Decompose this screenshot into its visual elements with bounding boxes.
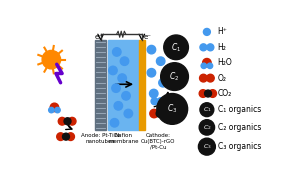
Text: Cathode:
Cu(BTC)-rGO
/Pt-Cu: Cathode: Cu(BTC)-rGO /Pt-Cu xyxy=(141,133,176,149)
Text: $C_3$: $C_3$ xyxy=(167,103,177,115)
Circle shape xyxy=(63,133,69,140)
Circle shape xyxy=(209,90,216,97)
Bar xyxy=(139,40,145,130)
Text: $C_2$: $C_2$ xyxy=(169,70,180,83)
Bar xyxy=(95,40,106,130)
Circle shape xyxy=(150,89,158,98)
Circle shape xyxy=(199,120,215,135)
Text: $C_2$: $C_2$ xyxy=(203,123,211,132)
Circle shape xyxy=(42,50,61,69)
Circle shape xyxy=(203,29,210,35)
Circle shape xyxy=(200,44,207,51)
Circle shape xyxy=(207,63,213,68)
Circle shape xyxy=(68,117,76,125)
Circle shape xyxy=(206,74,214,82)
Circle shape xyxy=(203,58,211,67)
Circle shape xyxy=(161,109,169,118)
Circle shape xyxy=(205,90,211,97)
Text: $C_1$: $C_1$ xyxy=(203,105,211,114)
Text: C₁ organics: C₁ organics xyxy=(218,105,261,114)
Text: C₂ organics: C₂ organics xyxy=(218,123,261,132)
Circle shape xyxy=(110,119,119,127)
Text: e⁻: e⁻ xyxy=(143,34,151,40)
Circle shape xyxy=(157,94,188,124)
Circle shape xyxy=(118,74,126,82)
Circle shape xyxy=(201,63,206,68)
Circle shape xyxy=(198,138,215,155)
Circle shape xyxy=(151,98,158,105)
Circle shape xyxy=(112,84,120,92)
Bar xyxy=(108,40,139,130)
Circle shape xyxy=(200,74,207,82)
Text: O₂: O₂ xyxy=(218,74,227,83)
Circle shape xyxy=(57,133,64,140)
Text: Anode: Pt-TiO₂
nanotubes: Anode: Pt-TiO₂ nanotubes xyxy=(81,133,120,144)
Circle shape xyxy=(64,118,71,125)
Text: Nafion
membrane: Nafion membrane xyxy=(108,133,139,144)
Text: CO₂: CO₂ xyxy=(218,89,232,98)
Circle shape xyxy=(49,107,54,113)
Circle shape xyxy=(200,103,214,117)
Circle shape xyxy=(159,78,167,87)
Circle shape xyxy=(122,92,130,100)
Circle shape xyxy=(67,133,74,140)
Text: C₃ organics: C₃ organics xyxy=(218,142,261,151)
Circle shape xyxy=(147,45,156,54)
Circle shape xyxy=(147,68,156,77)
Text: H₂O: H₂O xyxy=(218,58,233,67)
Circle shape xyxy=(157,98,164,105)
Circle shape xyxy=(114,102,123,110)
Circle shape xyxy=(55,107,60,113)
Circle shape xyxy=(161,63,188,91)
Circle shape xyxy=(156,57,165,65)
Text: $C_1$: $C_1$ xyxy=(171,41,181,53)
Circle shape xyxy=(164,35,188,60)
Text: e⁻: e⁻ xyxy=(94,34,103,40)
Circle shape xyxy=(109,66,117,75)
Circle shape xyxy=(113,48,121,56)
Text: H₂: H₂ xyxy=(218,43,227,52)
Circle shape xyxy=(207,44,214,51)
Circle shape xyxy=(150,109,158,118)
Circle shape xyxy=(120,57,129,65)
Text: $C_3$: $C_3$ xyxy=(203,142,211,151)
Circle shape xyxy=(156,110,164,117)
Circle shape xyxy=(58,117,66,125)
Circle shape xyxy=(124,109,133,118)
Circle shape xyxy=(50,103,59,112)
Text: H⁺: H⁺ xyxy=(218,27,228,36)
Circle shape xyxy=(199,90,207,97)
